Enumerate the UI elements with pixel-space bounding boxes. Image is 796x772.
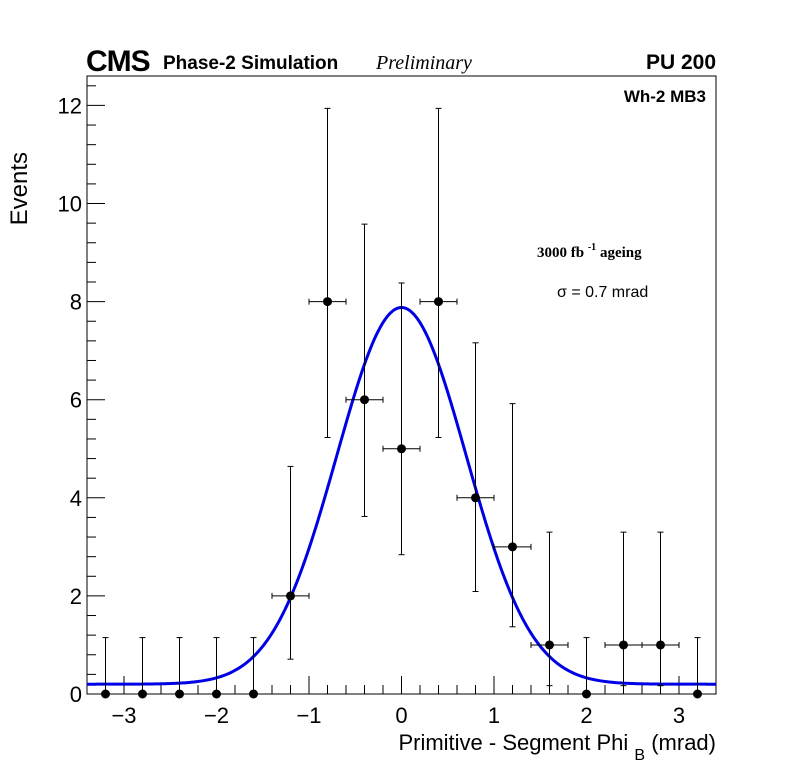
x-tick-label: 0 xyxy=(395,703,407,728)
data-point xyxy=(175,637,184,699)
y-axis-title: Events xyxy=(6,152,33,225)
data-marker xyxy=(582,689,591,699)
y-tick-label: 12 xyxy=(58,93,82,118)
data-marker xyxy=(175,689,184,699)
data-marker xyxy=(323,297,332,307)
x-tick-label: 2 xyxy=(580,703,592,728)
data-point xyxy=(604,531,643,687)
x-tick-label: −3 xyxy=(111,703,136,728)
data-point xyxy=(382,282,421,556)
data-point xyxy=(308,107,347,438)
x-tick-label: −1 xyxy=(296,703,321,728)
x-axis-title-sub: B xyxy=(634,747,645,764)
y-tick-label: 2 xyxy=(70,584,82,609)
data-marker xyxy=(434,297,443,307)
x-axis-title: Primitive - Segment Phi B (mrad) xyxy=(398,730,716,765)
data-point xyxy=(493,403,532,628)
x-axis-title-main: Primitive - Segment Phi xyxy=(398,730,628,755)
x-tick-label: −2 xyxy=(204,703,229,728)
data-marker xyxy=(508,542,517,552)
data-point xyxy=(138,637,147,699)
data-point xyxy=(693,637,702,699)
data-marker xyxy=(138,689,147,699)
luminosity-prefix: 3000 fb xyxy=(537,245,584,261)
simulation-label: Phase-2 Simulation xyxy=(163,53,338,74)
data-point xyxy=(212,637,221,699)
pileup-label: PU 200 xyxy=(646,51,716,74)
preliminary-label: Preliminary xyxy=(375,52,472,74)
y-tick-label: 8 xyxy=(70,290,82,315)
sigma-label: σ = 0.7 mrad xyxy=(557,284,648,301)
x-axis-title-unit: (mrad) xyxy=(651,730,716,755)
data-point xyxy=(249,637,258,699)
luminosity-label: 3000 fb -1 ageing xyxy=(537,238,642,261)
y-tick-label: 10 xyxy=(58,192,82,217)
data-marker xyxy=(249,689,258,699)
data-point xyxy=(530,531,569,687)
data-point xyxy=(582,637,591,699)
y-tick-label: 6 xyxy=(70,388,82,413)
data-marker xyxy=(397,444,406,454)
data-marker xyxy=(286,591,295,601)
x-tick-label: 3 xyxy=(673,703,685,728)
x-tick-label: 1 xyxy=(488,703,500,728)
cms-label: CMS xyxy=(86,45,150,78)
data-marker xyxy=(212,689,221,699)
y-tick-label: 4 xyxy=(70,486,82,511)
data-marker xyxy=(619,640,628,650)
data-marker xyxy=(360,395,369,405)
data-marker xyxy=(471,493,480,503)
data-marker xyxy=(656,640,665,650)
data-marker xyxy=(101,689,110,699)
data-point xyxy=(456,342,495,592)
luminosity-suffix: ageing xyxy=(600,245,642,261)
data-point xyxy=(271,465,310,660)
data-point xyxy=(641,531,680,687)
region-label: Wh-2 MB3 xyxy=(624,87,706,106)
y-tick-label: 0 xyxy=(70,682,82,707)
data-point xyxy=(345,223,384,517)
data-marker xyxy=(693,689,702,699)
data-marker xyxy=(545,640,554,650)
luminosity-sup: -1 xyxy=(588,242,596,253)
data-points xyxy=(101,107,702,699)
data-point xyxy=(101,637,110,699)
data-point xyxy=(419,107,458,438)
